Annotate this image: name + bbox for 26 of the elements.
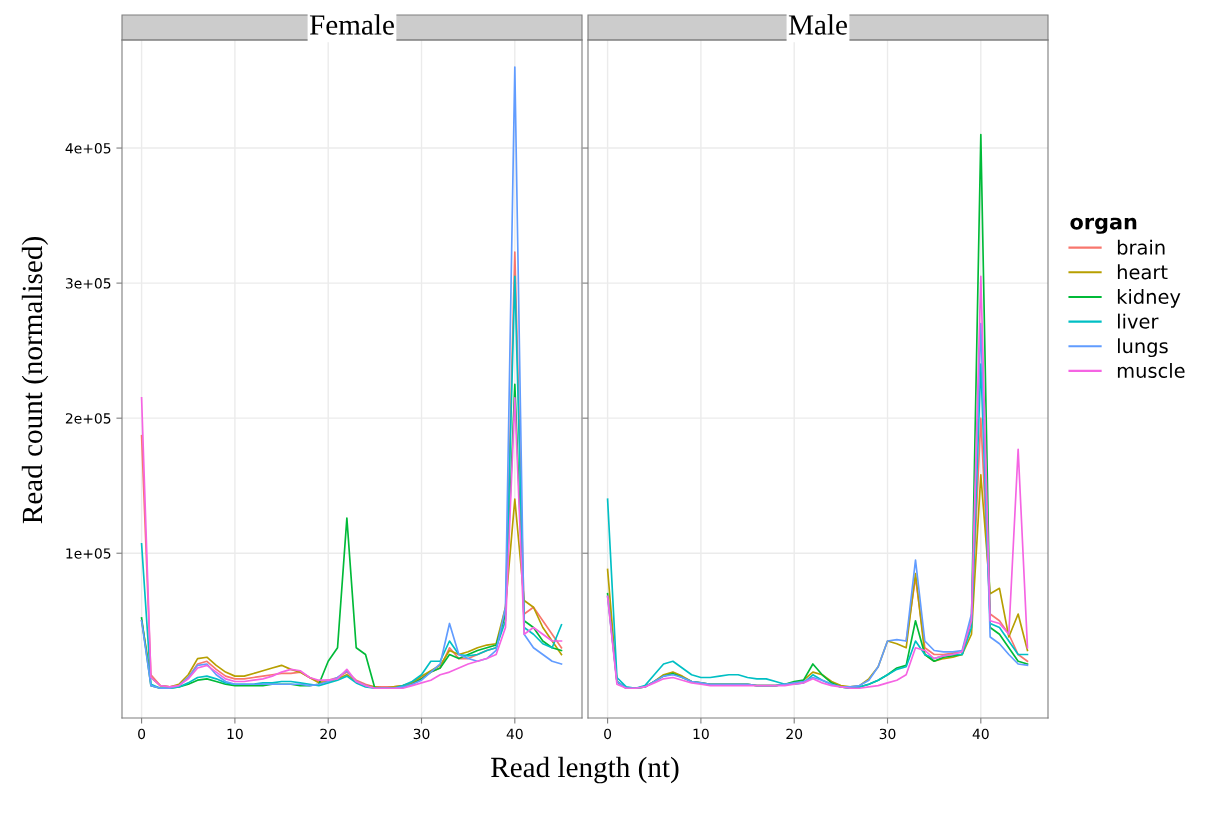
legend-label: lungs	[1118, 338, 1168, 358]
x-tick-label: 10	[693, 728, 709, 740]
chart-title: Female	[309, 14, 394, 35]
y-tick-label: 2e+05	[65, 413, 111, 424]
legend-label: kidney	[1117, 288, 1181, 308]
legend-label: heart	[1117, 264, 1168, 280]
x-tick-label: 40	[972, 728, 989, 740]
x-tick-label: 20	[786, 728, 803, 740]
x-tick-label: 40	[506, 728, 523, 740]
x-tick-label: 30	[413, 728, 430, 740]
x-tick-label: 0	[138, 728, 146, 740]
legend-title: organ	[1070, 217, 1137, 234]
y-tick-label: 1e+05	[66, 548, 111, 559]
y-tick-label: 4e+05	[65, 143, 111, 154]
x-tick-label: 0	[604, 728, 612, 740]
legend-label: brain	[1117, 239, 1165, 255]
y-axis-title: Read count (normalised)	[21, 237, 49, 524]
x-tick-label: 10	[227, 728, 243, 740]
y-tick-label: 3e+05	[65, 278, 111, 289]
legend-label: muscle	[1117, 362, 1185, 378]
x-tick-label: 20	[320, 728, 337, 740]
x-tick-label: 30	[879, 728, 896, 740]
line-series	[140, 66, 563, 690]
x-axis-title: Read length (nt)	[491, 756, 679, 784]
legend-label: liver	[1118, 313, 1159, 329]
chart-title: Male	[788, 14, 847, 35]
